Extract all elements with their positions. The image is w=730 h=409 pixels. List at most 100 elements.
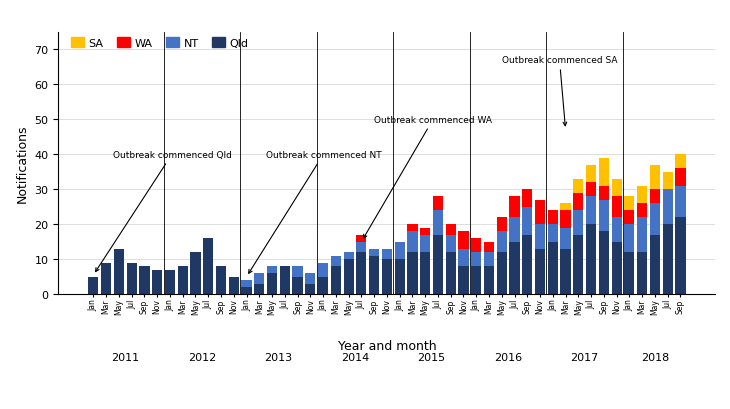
Bar bbox=[356, 242, 366, 253]
Bar bbox=[254, 284, 264, 294]
X-axis label: Year and month: Year and month bbox=[337, 339, 437, 353]
Bar bbox=[394, 242, 404, 260]
Bar bbox=[663, 172, 673, 190]
Bar bbox=[561, 211, 571, 228]
Bar bbox=[267, 267, 277, 274]
Bar bbox=[318, 263, 328, 277]
Bar bbox=[548, 242, 558, 294]
Bar bbox=[522, 235, 532, 294]
Y-axis label: Notifications: Notifications bbox=[16, 124, 29, 203]
Bar bbox=[599, 186, 609, 200]
Bar bbox=[663, 190, 673, 225]
Bar bbox=[305, 284, 315, 294]
Text: 2015: 2015 bbox=[418, 352, 445, 362]
Text: 2017: 2017 bbox=[571, 352, 599, 362]
Bar bbox=[433, 211, 443, 235]
Bar bbox=[510, 242, 520, 294]
Bar bbox=[191, 253, 201, 294]
Bar bbox=[471, 238, 481, 253]
Bar bbox=[293, 267, 303, 277]
Bar bbox=[293, 277, 303, 294]
Text: 2011: 2011 bbox=[111, 352, 139, 362]
Bar bbox=[624, 225, 634, 253]
Bar bbox=[177, 267, 188, 294]
Bar bbox=[344, 253, 354, 260]
Bar bbox=[612, 242, 622, 294]
Bar bbox=[331, 256, 341, 267]
Bar bbox=[203, 238, 213, 294]
Bar bbox=[458, 231, 469, 249]
Bar bbox=[369, 256, 380, 294]
Bar bbox=[612, 179, 622, 197]
Bar bbox=[573, 193, 583, 211]
Bar bbox=[624, 211, 634, 225]
Text: Outbreak commenced WA: Outbreak commenced WA bbox=[364, 115, 492, 239]
Bar bbox=[344, 260, 354, 294]
Bar bbox=[637, 186, 648, 204]
Bar bbox=[445, 225, 456, 235]
Bar bbox=[126, 263, 137, 294]
Bar bbox=[165, 270, 175, 294]
Bar bbox=[510, 218, 520, 242]
Bar bbox=[484, 253, 494, 267]
Bar bbox=[637, 218, 648, 253]
Bar bbox=[496, 231, 507, 253]
Bar bbox=[675, 186, 685, 218]
Bar bbox=[445, 235, 456, 253]
Bar bbox=[420, 235, 430, 253]
Bar bbox=[586, 197, 596, 225]
Bar bbox=[484, 267, 494, 294]
Legend: SA, WA, NT, Qld: SA, WA, NT, Qld bbox=[71, 38, 249, 49]
Bar bbox=[510, 197, 520, 218]
Text: 2013: 2013 bbox=[264, 352, 293, 362]
Bar bbox=[356, 235, 366, 242]
Bar bbox=[152, 270, 162, 294]
Bar bbox=[522, 207, 532, 235]
Bar bbox=[675, 155, 685, 169]
Bar bbox=[433, 235, 443, 294]
Bar bbox=[356, 253, 366, 294]
Bar bbox=[458, 249, 469, 267]
Bar bbox=[650, 165, 660, 190]
Bar bbox=[305, 274, 315, 284]
Bar bbox=[216, 267, 226, 294]
Bar bbox=[382, 249, 392, 260]
Bar bbox=[650, 235, 660, 294]
Bar bbox=[650, 204, 660, 235]
Bar bbox=[612, 218, 622, 242]
Text: Outbreak commenced Qld: Outbreak commenced Qld bbox=[96, 151, 231, 272]
Text: 2016: 2016 bbox=[494, 352, 522, 362]
Bar bbox=[407, 231, 418, 253]
Bar bbox=[369, 249, 380, 256]
Bar bbox=[675, 169, 685, 186]
Bar bbox=[612, 197, 622, 218]
Bar bbox=[561, 249, 571, 294]
Bar bbox=[548, 225, 558, 242]
Bar bbox=[267, 274, 277, 294]
Bar bbox=[548, 211, 558, 225]
Bar bbox=[420, 253, 430, 294]
Bar bbox=[586, 165, 596, 183]
Bar bbox=[663, 225, 673, 294]
Bar bbox=[228, 277, 239, 294]
Bar bbox=[624, 197, 634, 211]
Bar bbox=[331, 267, 341, 294]
Bar bbox=[420, 228, 430, 235]
Bar bbox=[471, 267, 481, 294]
Bar bbox=[484, 242, 494, 253]
Bar bbox=[535, 249, 545, 294]
Bar bbox=[637, 204, 648, 218]
Bar bbox=[114, 249, 124, 294]
Bar bbox=[242, 288, 252, 294]
Text: 2014: 2014 bbox=[341, 352, 369, 362]
Bar bbox=[650, 190, 660, 204]
Bar bbox=[599, 200, 609, 231]
Bar bbox=[407, 253, 418, 294]
Text: 2012: 2012 bbox=[188, 352, 216, 362]
Bar bbox=[88, 277, 99, 294]
Bar bbox=[101, 263, 111, 294]
Bar bbox=[139, 267, 150, 294]
Bar bbox=[637, 253, 648, 294]
Bar bbox=[573, 235, 583, 294]
Bar bbox=[496, 253, 507, 294]
